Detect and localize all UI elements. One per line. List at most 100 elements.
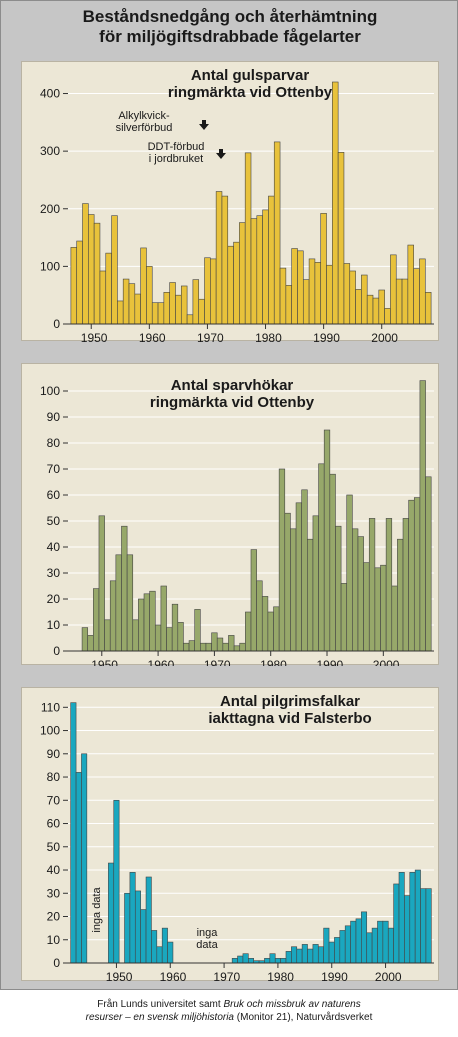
gulsparv-y-tick-label: 100 — [40, 259, 60, 273]
pilgrimsfalk-bar — [231, 958, 238, 964]
pilgrimsfalk-y-tick-label: 100 — [40, 724, 60, 738]
annotation-no-data-label: inga — [197, 927, 219, 939]
sparvhok-bar — [98, 515, 105, 652]
gulsparv-bar — [210, 258, 217, 325]
annotation-ddt-label: DDT-förbud — [148, 141, 205, 153]
sparvhok-bar — [363, 562, 370, 652]
sparvhok-bar — [346, 494, 353, 652]
sparvhok-bar — [228, 635, 235, 652]
sparvhok-bar — [261, 596, 269, 652]
gulsparv-bar — [146, 266, 153, 325]
gulsparv-bar — [384, 308, 391, 325]
pilgrimsfalk-bar — [312, 944, 319, 964]
sparvhok-y-tick-label: 0 — [53, 644, 60, 658]
source-book-title: Bruk och missbruk av naturens — [223, 999, 361, 1010]
sparvhok-bar — [245, 611, 252, 652]
sparvhok-x-tick-label: 1950 — [91, 658, 118, 666]
pilgrimsfalk-bar — [264, 958, 271, 964]
pilgrimsfalk-bar — [425, 888, 432, 964]
sparvhok-x-tick-label: 1960 — [148, 658, 175, 666]
gulsparv-bar — [186, 314, 194, 325]
gulsparv-bar — [390, 254, 397, 325]
gulsparv-chart: 0 100 200 300 400 1950 1960 1970 1980 1990 2000 Ant… — [40, 67, 434, 342]
sparvhok-chart-subtitle: ringmärkta vid Ottenby — [150, 394, 315, 411]
sparvhok-bar — [115, 554, 122, 652]
sparvhok-bar — [126, 554, 134, 652]
sparvhok-bar — [233, 645, 241, 652]
annotation-alkylkvick-label: Alkylkvick- — [118, 110, 170, 122]
pilgrimsfalk-bar — [371, 927, 378, 964]
pilgrimsfalk-y-tick-label: 30 — [47, 886, 61, 900]
pilgrimsfalk-bar — [237, 955, 244, 964]
sparvhok-y-tick-label: 30 — [47, 566, 61, 580]
pilgrimsfalk-bar — [404, 895, 411, 964]
gulsparv-bar — [221, 195, 229, 325]
pilgrimsfalk-y-tick-label: 70 — [47, 793, 61, 807]
pilgrimsfalk-bar — [291, 946, 298, 964]
sparvhok-bar — [160, 585, 167, 652]
sparvhok-bar — [149, 590, 156, 652]
sparvhok-bar — [171, 603, 179, 652]
sparvhok-bar — [183, 642, 190, 652]
pilgrimsfalk-x-tick-label: 1950 — [106, 970, 133, 982]
gulsparv-chart-subtitle: ringmärkta vid Ottenby — [168, 84, 333, 101]
pilgrimsfalk-bar — [317, 946, 324, 964]
pilgrimsfalk-y-tick-label: 0 — [53, 956, 60, 970]
sparvhok-y-tick-label: 50 — [47, 514, 61, 528]
sparvhok-bar — [408, 499, 415, 652]
gulsparv-bar — [378, 289, 385, 325]
gulsparv-bar — [302, 279, 310, 325]
pilgrimsfalk-bar — [161, 927, 168, 964]
sparvhok-bar — [121, 525, 128, 652]
gulsparv-bar — [244, 152, 252, 325]
sparvhok-bar — [93, 588, 100, 652]
annotation-ddt-label: i jordbruket — [149, 153, 203, 165]
pilgrimsfalk-bar — [355, 918, 362, 964]
pilgrimsfalk-bar — [140, 909, 147, 964]
pilgrimsfalk-bar — [70, 702, 77, 964]
pilgrimsfalk-y-tick-label: 50 — [47, 840, 61, 854]
sparvhok-bar — [205, 642, 212, 652]
pilgrimsfalk-bar — [274, 958, 281, 964]
pilgrimsfalk-y-tick-label: 80 — [47, 770, 61, 784]
sparvhok-bar — [188, 640, 195, 652]
sparvhok-bar — [278, 468, 286, 652]
gulsparv-bar — [117, 300, 124, 325]
gulsparv-bar — [308, 258, 316, 325]
gulsparv-bar — [169, 282, 176, 325]
gulsparv-bar — [88, 214, 95, 325]
pilgrimsfalk-y-tick-label: 20 — [47, 910, 61, 924]
gulsparv-bar — [361, 274, 368, 325]
pilgrimsfalk-y-tick-label: 40 — [47, 863, 61, 877]
gulsparv-y-tick-label: 0 — [53, 317, 60, 331]
sparvhok-x-tick-label: 2000 — [373, 658, 400, 666]
gulsparv-bar — [215, 191, 223, 325]
sparvhok-bar — [323, 429, 331, 652]
pilgrimsfalk-bar — [361, 911, 368, 964]
sparvhok-bar — [329, 473, 336, 652]
gulsparv-bar — [366, 294, 374, 325]
sparvhok-bar — [256, 580, 263, 652]
sparvhok-bar — [419, 380, 426, 652]
pilgrimsfalk-bar — [377, 920, 384, 964]
sparvhok-bar — [177, 622, 184, 652]
sparvhok-bar — [357, 536, 364, 652]
sparvhok-bar — [374, 567, 381, 652]
sparvhok-bar — [81, 627, 89, 652]
sparvhok-bar — [273, 606, 280, 652]
annotation-no-data-label: data — [196, 939, 218, 951]
sparvhok-chart: 0 10 20 30 40 50 60 70 80 90 100 1950 1960 1970 1980 19… — [40, 377, 434, 666]
gulsparv-x-tick-label: 1970 — [197, 331, 224, 342]
pilgrimsfalk-x-tick-label: 2000 — [375, 970, 402, 982]
gulsparv-bar — [157, 302, 165, 325]
source-line-1: Från Lunds universitet samt Bruk och mis… — [0, 998, 458, 1011]
gulsparv-bar — [128, 283, 136, 325]
pilgrimsfalk-y-tick-label: 110 — [41, 700, 60, 714]
annotation-no-data-vertical: inga data — [91, 886, 103, 932]
pilgrimsfalk-bar — [323, 927, 330, 964]
gulsparv-bar — [76, 240, 83, 325]
sparvhok-bar — [397, 538, 404, 652]
sparvhok-bar — [211, 632, 218, 652]
sparvhok-y-tick-label: 40 — [47, 540, 61, 554]
gulsparv-x-tick-label: 1960 — [139, 331, 166, 342]
